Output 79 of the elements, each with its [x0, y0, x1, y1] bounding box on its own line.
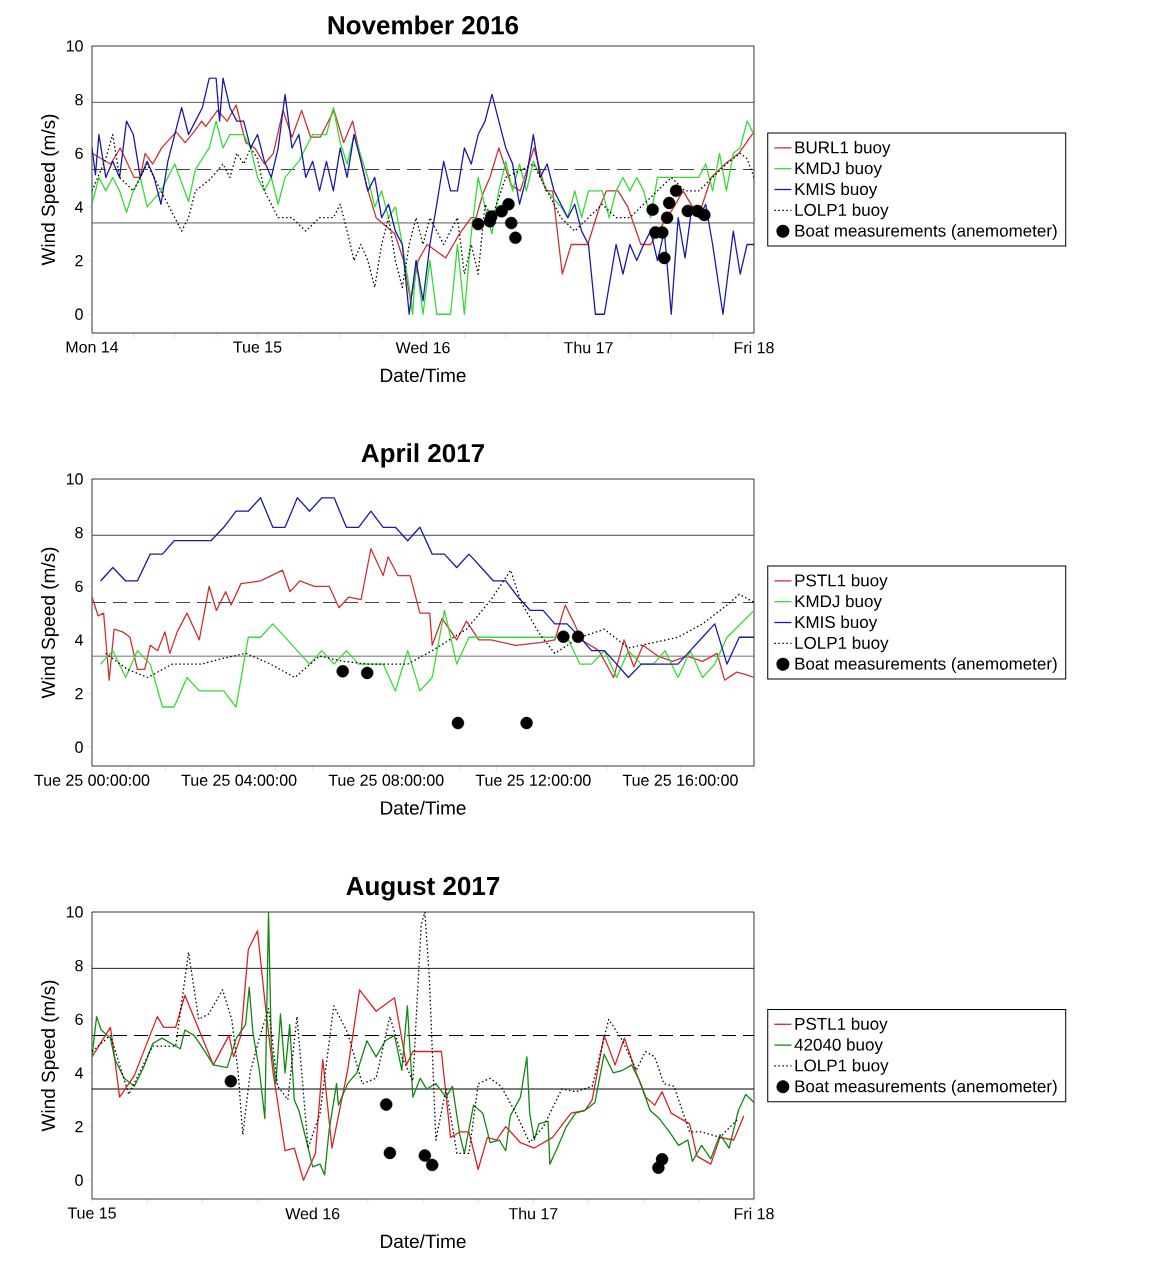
legend-label: 42040 buoy [794, 1038, 883, 1055]
y-tick-label: 2 [75, 1121, 83, 1133]
point [380, 1098, 393, 1111]
line-series [92, 548, 754, 681]
legend-label: KMDJ buoy [795, 594, 882, 611]
point [451, 716, 465, 730]
y-tick-label: 6 [75, 147, 83, 159]
point [658, 251, 671, 265]
y-tick-label: 0 [75, 1174, 83, 1186]
x-tick-label: Tue 15 [233, 341, 282, 353]
legend-label: PSTL1 buoy [795, 573, 888, 590]
point [669, 184, 683, 198]
x-tick-label: Tue 25 12:00:00 [475, 774, 591, 786]
x-tick-label: Fri 18 [734, 1207, 774, 1220]
point [336, 665, 349, 678]
point [224, 1075, 238, 1088]
y-tick-label: 10 [66, 473, 83, 485]
x-tick-label: Tue 25 00:00:00 [34, 774, 150, 786]
chart-title: August 2017 [346, 876, 500, 901]
legend-label: PSTL1 buoy [795, 1017, 888, 1034]
y-tick-label: 10 [66, 906, 83, 918]
x-tick-label: Thu 17 [563, 341, 613, 354]
x-tick-label: Wed 16 [395, 341, 450, 354]
point [383, 1146, 397, 1160]
point [361, 666, 374, 680]
x-tick-label: Tue 15 [67, 1207, 116, 1219]
x-tick-label: Tue 25 16:00:00 [622, 774, 738, 786]
point [557, 630, 570, 643]
y-tick-label: 2 [75, 688, 83, 700]
chart-title: April 2017 [361, 443, 484, 468]
legend-label: KMIS buoy [795, 182, 878, 199]
x-tick-label: Tue 25 04:00:00 [181, 774, 297, 786]
point [655, 1153, 669, 1166]
legend-label: LOLP1 buoy [795, 203, 889, 220]
y-tick-label: 8 [75, 960, 83, 972]
point [505, 216, 518, 230]
y-axis-title: Wind Speed (m/s) [41, 547, 59, 699]
x-tick-label: Fri 18 [734, 341, 774, 354]
chart-title: November 2016 [328, 15, 519, 35]
y-tick-label: 4 [74, 634, 83, 646]
x-tick-label: Mon 14 [66, 341, 119, 353]
y-tick-label: 6 [75, 580, 83, 592]
legend-label: KMDJ buoy [795, 161, 882, 178]
y-tick-label: 8 [75, 94, 83, 106]
point [520, 716, 533, 730]
x-axis-title: Date/Time [381, 368, 466, 383]
y-tick-label: 6 [75, 1013, 83, 1025]
point [471, 217, 485, 231]
legend-label: Boat measurements (anemometer) [795, 224, 1057, 241]
legend-label: Boat measurements (anemometer) [795, 657, 1057, 674]
y-tick-label: 4 [74, 201, 83, 213]
point [418, 1149, 432, 1162]
legend-label: KMIS buoy [795, 615, 878, 632]
x-axis-title: Date/Time [381, 1234, 466, 1249]
legend-label: LOLP1 buoy [795, 636, 889, 653]
x-tick-label: Wed 16 [285, 1207, 340, 1220]
x-tick-label: Tue 25 08:00:00 [328, 774, 444, 786]
y-tick-label: 0 [75, 308, 83, 320]
point [660, 211, 674, 224]
point [698, 208, 711, 222]
x-axis-title: Date/Time [381, 800, 466, 815]
point [646, 203, 659, 216]
legend-label: LOLP1 buoy [795, 1059, 889, 1075]
y-axis-title: Wind Speed (m/s) [41, 980, 59, 1132]
y-tick-label: 10 [66, 40, 83, 52]
y-tick-label: 2 [75, 255, 83, 267]
legend-label: BURL1 buoy [795, 140, 891, 157]
x-tick-label: Thu 17 [508, 1207, 558, 1220]
y-tick-label: 8 [75, 527, 83, 539]
y-tick-label: 4 [74, 1067, 83, 1079]
point [502, 198, 515, 211]
point [571, 630, 585, 643]
point [509, 231, 522, 244]
y-tick-label: 0 [75, 741, 83, 753]
y-axis-title: Wind Speed (m/s) [41, 114, 59, 266]
legend-label: Boat measurements (anemometer) [795, 1079, 1057, 1096]
line-series [99, 497, 754, 679]
point [662, 196, 676, 210]
point [425, 1158, 439, 1172]
